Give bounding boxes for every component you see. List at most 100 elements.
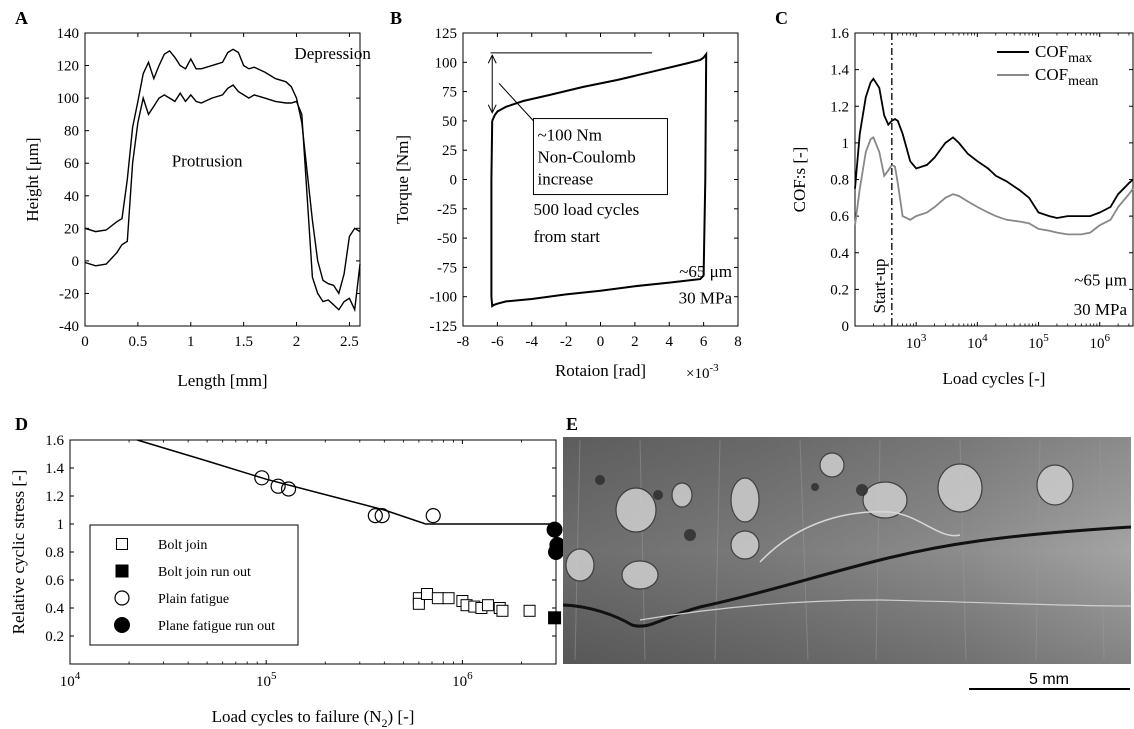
c-legend-label-mean: COFmean [1035, 65, 1098, 89]
b-ytick-label-2: -75 [437, 260, 457, 276]
b-ytick-label-3: -50 [437, 231, 457, 247]
b-xtick-label-2: -4 [526, 334, 539, 350]
a-annotation-depression: Depression [294, 44, 371, 63]
b-annotation-increase: increase [537, 170, 593, 189]
b-ytick-label-10: 125 [435, 26, 458, 42]
d-ytick-label-5: 1.2 [45, 489, 64, 505]
a-xtick-label-0: 0 [81, 334, 89, 350]
d-legend-marker-1 [115, 564, 129, 578]
c-ytick-label-1: 0.2 [830, 282, 849, 298]
d-legend-label-2: Plain fatigue [158, 592, 229, 607]
d-ytick-label-0: 0.2 [45, 629, 64, 645]
c-annotation-30mpa: 30 MPa [1074, 300, 1128, 319]
d-ytick-label-4: 1 [57, 517, 65, 533]
b-xtick-label-6: 4 [666, 334, 674, 350]
b-xtick-label-0: -8 [457, 334, 470, 350]
d-point-0-3 [431, 592, 444, 605]
b-arrow-head-bottom [487, 104, 497, 114]
b-ytick-label-1: -100 [430, 290, 458, 306]
d-ytick-label-3: 0.8 [45, 545, 64, 561]
b-ytick-label-7: 50 [442, 114, 457, 130]
b-annotation-65um: ~65 μm [679, 262, 732, 281]
b-ytick-label-0: -125 [430, 319, 458, 335]
b-x-multiplier: ×10-3 [686, 362, 719, 382]
a-ytick-label-1: -20 [59, 286, 79, 302]
b-ytick-label-8: 75 [442, 85, 457, 101]
panel-label-e: E [566, 414, 578, 434]
d-legend-marker-3 [114, 617, 130, 633]
a-xtick-label-4: 2 [293, 334, 301, 350]
c-ytick-label-5: 1 [842, 136, 850, 152]
d-legend-label-1: Bolt join run out [158, 565, 251, 580]
panel-b: B -8 -6 -4 -2 0 2 4 6 8 -125 -100 -75 -50 -25 0 25 50 75 10… [390, 8, 742, 382]
d-point-2-0 [254, 470, 270, 486]
d-ytick-label-1: 0.4 [45, 601, 64, 617]
b-arrow-head-top [487, 54, 497, 64]
a-xtick-label-2: 1 [187, 334, 195, 350]
c-xtick-label-1: 104 [967, 332, 988, 352]
d-ytick-label-2: 0.6 [45, 573, 64, 589]
d-legend-label-3: Plane fatigue run out [158, 619, 275, 634]
d-ylabel: Relative cyclic stress [-] [9, 470, 28, 635]
a-ytick-label-2: 0 [72, 254, 80, 270]
d-fit-line [136, 439, 556, 525]
d-legend-marker-2 [114, 590, 130, 606]
b-xtick-label-1: -6 [491, 334, 504, 350]
d-point-0-9 [481, 599, 494, 612]
b-annotation-100nm: ~100 Nm [537, 126, 601, 145]
d-point-2-1 [270, 478, 286, 494]
a-ytick-label-6: 80 [64, 124, 79, 140]
c-ytick-label-8: 1.6 [830, 26, 849, 42]
a-ytick-label-4: 40 [64, 189, 79, 205]
d-point-2-5 [425, 507, 441, 524]
b-xtick-label-7: 6 [700, 334, 708, 350]
c-ytick-label-4: 0.8 [830, 173, 849, 189]
c-annotation-startup: Start-up [870, 259, 889, 314]
d-point-0-1 [412, 597, 425, 610]
panel-a: A 0 0.5 1 1.5 2 2.5 -40 -20 0 20 40 60 80 100 120 140 Len… [15, 8, 371, 390]
d-ytick-label-7: 1.6 [45, 433, 64, 449]
c-series-mean-line [854, 136, 1134, 236]
b-annotation-from-start: from start [533, 227, 600, 246]
b-hysteresis-loop [490, 51, 708, 308]
d-point-0-2 [420, 588, 433, 600]
c-ytick-label-7: 1.4 [830, 63, 849, 79]
b-annotation-non-coulomb: Non-Coulomb [537, 148, 635, 167]
d-point-3-2 [549, 537, 566, 553]
a-ytick-label-0: -40 [59, 319, 79, 335]
d-point-2-2 [280, 481, 297, 497]
a-xtick-label-5: 2.5 [340, 334, 359, 350]
b-ytick-label-6: 25 [442, 143, 457, 159]
c-legend-label-max: COFmax [1035, 42, 1092, 66]
b-callout-box [532, 118, 668, 196]
a-ylabel: Height [μm] [23, 137, 42, 221]
d-point-2-3 [367, 507, 383, 524]
b-callout-leader [498, 83, 534, 122]
panel-label-d: D [15, 414, 28, 434]
d-point-0-4 [442, 592, 455, 605]
a-xtick-label-1: 0.5 [129, 334, 148, 350]
c-ytick-label-6: 1.2 [830, 99, 849, 115]
panel-label-c: C [775, 8, 788, 28]
a-ytick-label-9: 140 [57, 26, 80, 42]
d-legend-label-0: Bolt join [158, 538, 207, 553]
b-annotation-500-cycles: 500 load cycles [533, 200, 639, 219]
panel-label-b: B [390, 8, 402, 28]
b-xtick-label-8: 8 [734, 334, 742, 350]
c-xtick-label-0: 103 [906, 332, 927, 352]
c-xlabel: Load cycles [-] [943, 369, 1046, 388]
b-ytick-label-9: 100 [435, 55, 458, 71]
a-xtick-label-3: 1.5 [234, 334, 253, 350]
a-series-0-line [84, 48, 361, 296]
c-annotation-65um: ~65 μm [1074, 271, 1127, 290]
c-xtick-label-3: 106 [1089, 332, 1110, 352]
fracture-photo [562, 437, 1132, 664]
d-point-0-12 [523, 604, 536, 617]
d-point-3-0 [546, 521, 563, 538]
d-xtick-label-1: 105 [256, 670, 277, 690]
panel-e: E [562, 414, 1132, 690]
b-annotation-30mpa: 30 MPa [679, 289, 733, 308]
b-xlabel: Rotaion [rad] [555, 361, 646, 380]
